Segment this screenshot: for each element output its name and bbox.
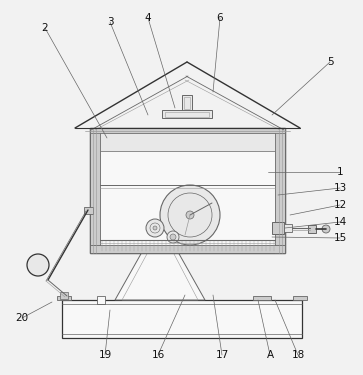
Bar [90,128,285,133]
Bar [308,225,316,233]
Bar [165,112,209,117]
Circle shape [322,225,330,233]
Text: 17: 17 [215,350,229,360]
Bar [57,296,71,300]
Circle shape [153,226,157,230]
Bar [84,207,93,214]
Text: 4: 4 [145,13,151,23]
Polygon shape [115,252,205,300]
Text: 2: 2 [42,23,48,33]
Bar [90,128,285,253]
Text: 15: 15 [333,233,347,243]
Bar [97,296,105,304]
Bar [60,292,68,299]
Circle shape [160,185,220,245]
Text: 14: 14 [333,217,347,227]
Bar [162,110,212,118]
Bar [62,300,302,338]
Bar [100,133,275,151]
Text: 3: 3 [107,17,113,27]
Bar [293,296,307,300]
Text: 19: 19 [98,350,112,360]
Text: 18: 18 [291,350,305,360]
Text: 20: 20 [16,313,29,323]
Circle shape [170,234,176,240]
Bar [165,232,175,238]
Bar [184,97,190,109]
Circle shape [167,231,179,243]
Bar [284,224,292,232]
Circle shape [186,211,194,219]
Text: A: A [266,350,274,360]
Circle shape [146,219,164,237]
Text: 16: 16 [151,350,165,360]
Bar [182,95,192,111]
Circle shape [27,254,49,276]
Bar [253,296,271,300]
Text: 5: 5 [327,57,333,67]
Text: 6: 6 [217,13,223,23]
Bar [90,245,285,253]
Text: 12: 12 [333,200,347,210]
Bar [162,237,178,252]
Bar [90,128,100,253]
Bar [272,222,284,234]
Bar [275,128,285,253]
Text: 1: 1 [337,167,343,177]
Text: 13: 13 [333,183,347,193]
